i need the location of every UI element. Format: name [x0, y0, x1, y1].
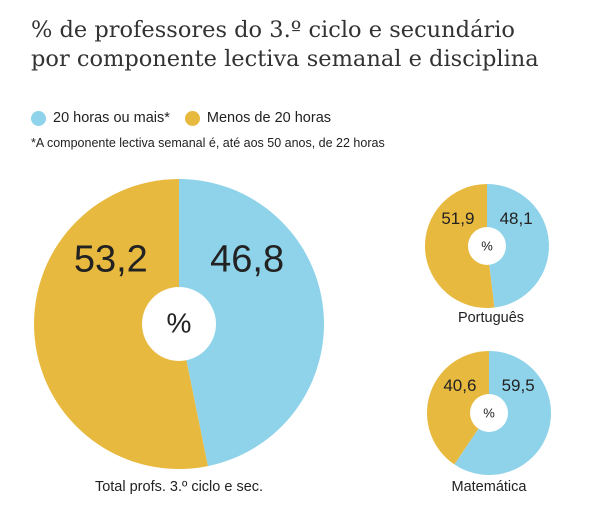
- legend-item-less-than-20: Menos de 20 horas: [184, 110, 332, 126]
- label-portugues-less-than-20: 51,9: [441, 209, 474, 228]
- label-portugues-20-or-more: 48,1: [500, 209, 533, 228]
- label-matematica-20-or-more: 59,5: [502, 376, 535, 395]
- pie-matematica: 59,5 40,6%: [427, 351, 551, 475]
- pie-center-label-portugues: %: [481, 238, 493, 253]
- label-total-less-than-20: 53,2: [74, 239, 148, 281]
- caption-matematica: Matemática: [451, 479, 527, 495]
- pie-center-label-total: %: [167, 307, 192, 338]
- legend-swatch-yellow: [184, 110, 200, 126]
- slice-portugues-less-than-20: [424, 184, 495, 309]
- footnote: *A componente lectiva semanal é, até aos…: [31, 136, 385, 150]
- legend-item-20-or-more: 20 horas ou mais*: [31, 110, 170, 126]
- slice-total-20-or-more: [179, 179, 324, 467]
- slice-total-less-than-20: [33, 179, 208, 469]
- pie-center-total: [142, 287, 216, 361]
- slice-matematica-less-than-20: [427, 351, 489, 465]
- pie-center-portugues: [468, 227, 506, 265]
- legend: 20 horas ou mais* Menos de 20 horas: [31, 108, 346, 128]
- slice-portugues-20-or-more: [487, 184, 549, 308]
- legend-swatch-blue: [31, 110, 46, 126]
- caption-portugues: Português: [457, 310, 525, 326]
- chart-title-line-1: % de professores do 3.º ciclo e secundár…: [31, 17, 515, 43]
- label-total-20-or-more: 46,8: [210, 239, 284, 281]
- pie-portugues: 48,1 51,9%: [424, 184, 549, 309]
- caption-total: Total profs. 3.º ciclo e sec.: [94, 479, 264, 495]
- label-matematica-less-than-20: 40,6: [443, 376, 476, 395]
- pie-center-label-matematica: %: [483, 405, 495, 420]
- chart-title: % de professores do 3.º ciclo e secundár…: [31, 16, 591, 74]
- pie-center-matematica: [470, 394, 508, 432]
- chart-title-line-2: por componente lectiva semanal e discipl…: [31, 46, 539, 72]
- pie-total: 46,8 53,2%: [33, 179, 324, 469]
- legend-label-less-than-20: Menos de 20 horas: [206, 110, 332, 126]
- legend-label-20-or-more: 20 horas ou mais*: [53, 110, 170, 126]
